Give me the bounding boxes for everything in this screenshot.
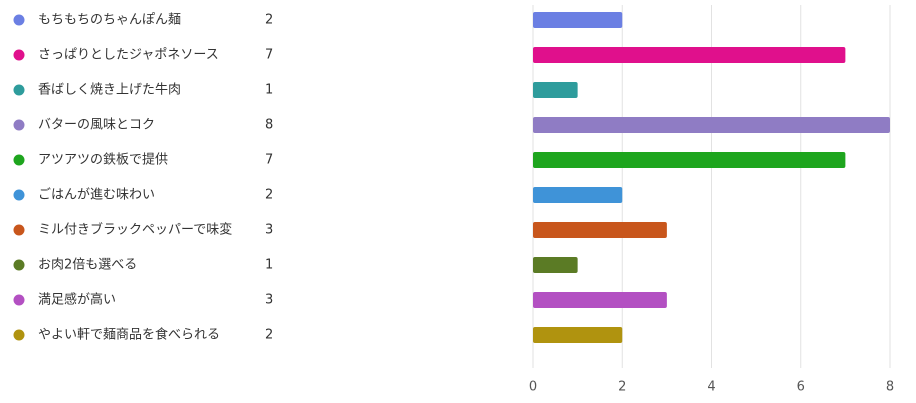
legend-count: 3	[265, 293, 273, 308]
bar	[533, 152, 846, 168]
legend-count: 8	[265, 118, 273, 133]
bar	[533, 187, 623, 203]
legend-dot	[13, 84, 25, 96]
legend-count: 1	[265, 258, 273, 273]
legend-dot	[13, 189, 25, 201]
legend-label: アツアツの鉄板で提供	[38, 152, 168, 168]
legend-dot	[13, 14, 25, 26]
legend-label: ごはんが進む味わい	[38, 187, 155, 203]
bar	[533, 257, 578, 273]
legend-label: もちもちのちゃんぽん麺	[38, 13, 181, 28]
bar	[533, 117, 890, 133]
x-tick-label: 6	[797, 380, 805, 395]
bar	[533, 12, 623, 28]
legend-count: 2	[265, 188, 273, 203]
bar	[533, 327, 623, 343]
legend-label: お肉2倍も選べる	[38, 258, 137, 273]
legend-dot	[13, 259, 25, 271]
legend-dot	[13, 119, 25, 131]
x-tick-label: 0	[529, 380, 537, 395]
legend-label: ミル付きブラックペッパーで味変	[38, 222, 232, 238]
legend-dot	[13, 224, 25, 236]
legend-label: さっぱりとしたジャポネソース	[38, 48, 219, 63]
legend-label: 香ばしく焼き上げた牛肉	[38, 83, 181, 98]
legend-label: やよい軒で麺商品を食べられる	[38, 327, 220, 343]
legend-dot	[13, 154, 25, 166]
legend-dot	[13, 49, 25, 61]
legend-label: 満足感が高い	[38, 292, 116, 308]
x-tick-label: 4	[707, 380, 715, 395]
legend-count: 2	[265, 328, 273, 343]
bar	[533, 82, 578, 98]
legend-count: 7	[265, 48, 273, 63]
x-tick-label: 2	[618, 380, 626, 395]
bar	[533, 47, 846, 63]
x-tick-label: 8	[886, 380, 894, 395]
legend-count: 2	[265, 13, 273, 28]
bar	[533, 222, 667, 238]
legend-dot	[13, 294, 25, 306]
legend-label: バターの風味とコク	[38, 118, 155, 133]
legend-count: 3	[265, 223, 273, 238]
bar	[533, 292, 667, 308]
legend-count: 7	[265, 153, 273, 168]
legend-dot	[13, 329, 25, 341]
legend-count: 1	[265, 83, 273, 98]
